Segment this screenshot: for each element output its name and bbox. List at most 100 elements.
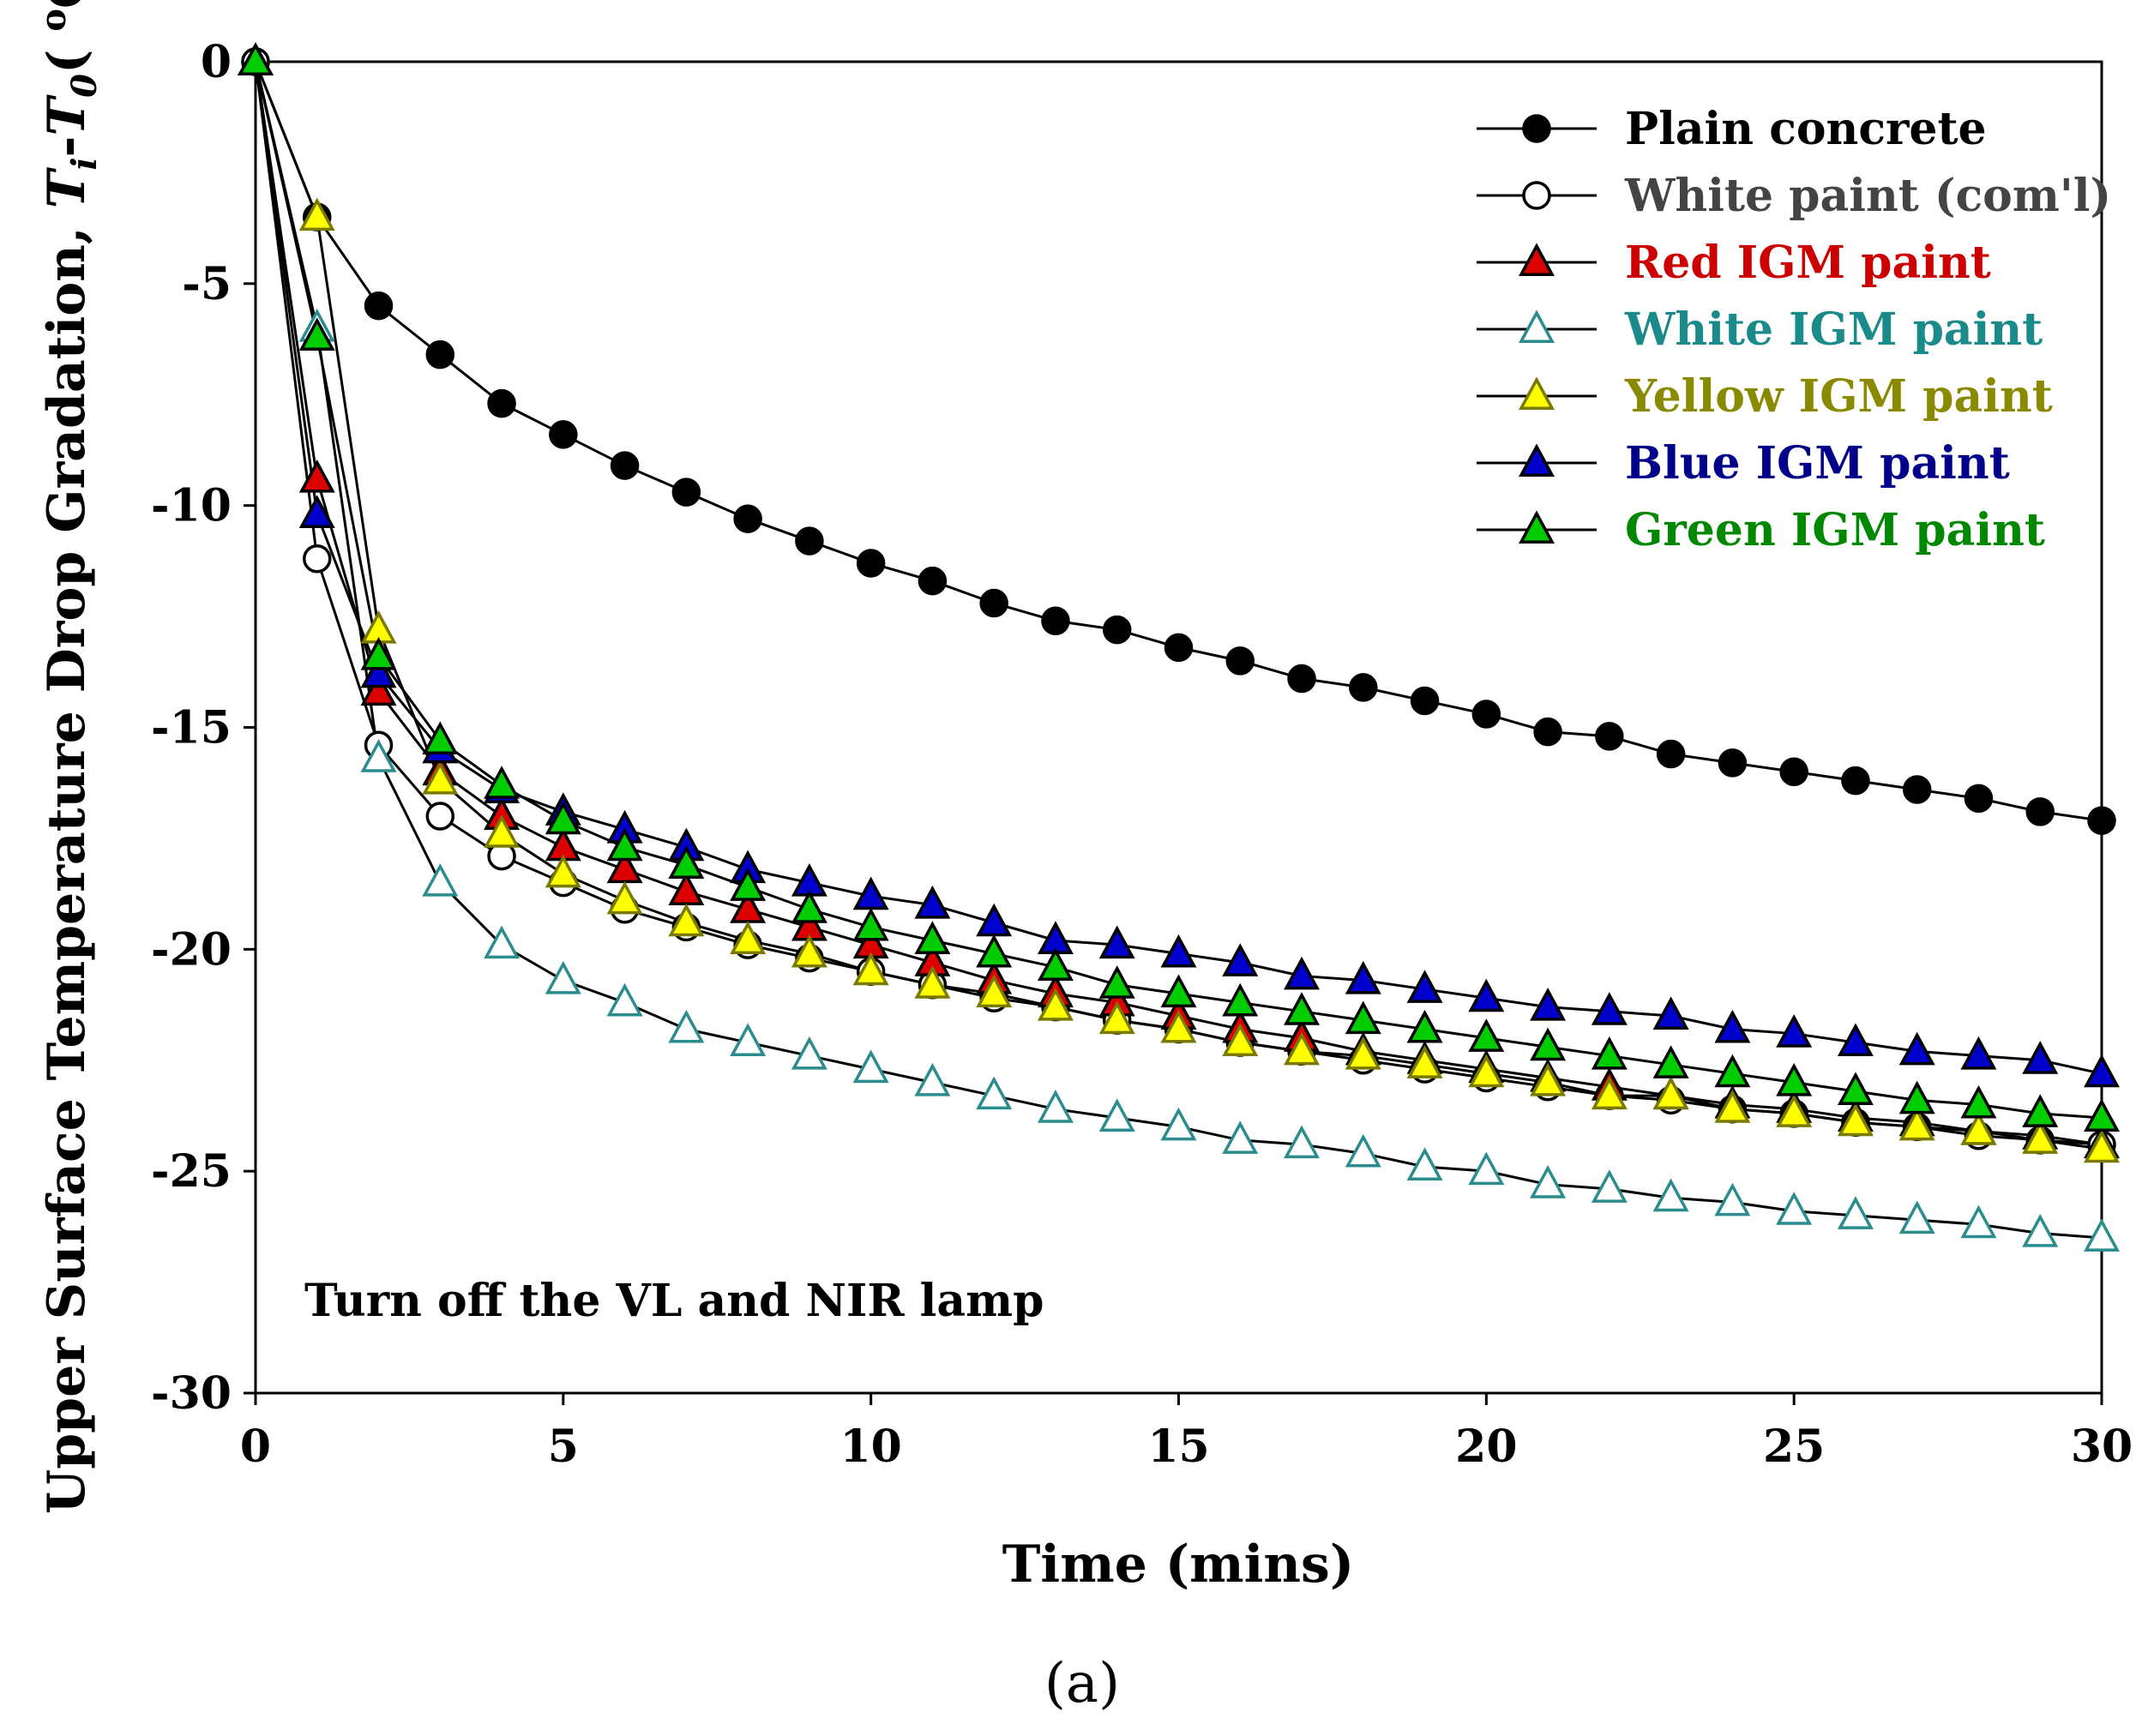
data-point <box>1098 1098 1135 1132</box>
data-point <box>1898 1107 1935 1141</box>
data-point <box>1779 757 1808 787</box>
data-point <box>1345 960 1381 994</box>
data-point <box>360 672 397 706</box>
data-point <box>364 291 394 321</box>
data-point <box>730 921 767 954</box>
data-point <box>1164 633 1194 663</box>
data-point <box>856 549 886 578</box>
data-point <box>1591 1076 1628 1110</box>
data-point <box>610 451 640 480</box>
series-points-green-igm-paint <box>238 42 2120 1132</box>
y-axis-label-degree: o <box>33 9 74 32</box>
legend-label: Plain concrete <box>1625 103 1987 155</box>
data-point <box>1960 1036 1997 1070</box>
data-point <box>1345 1133 1381 1168</box>
data-point <box>1776 1062 1813 1096</box>
data-point <box>1410 686 1440 716</box>
data-point <box>1406 1147 1443 1180</box>
data-point <box>1837 1196 1874 1229</box>
data-point <box>1714 1009 1751 1043</box>
legend-marker <box>1519 376 1555 410</box>
data-point <box>422 721 459 755</box>
data-point <box>1776 1014 1813 1048</box>
data-point <box>1406 1009 1443 1043</box>
legend-label: White paint (com'l) <box>1624 170 2111 222</box>
data-point <box>1406 1045 1443 1078</box>
data-point <box>671 478 701 507</box>
data-point <box>1530 987 1567 1021</box>
x-axis-label: Time (mins) <box>1002 1535 1354 1595</box>
figure-sublabel: (a) <box>1044 1652 1120 1715</box>
data-point <box>1345 1000 1381 1035</box>
data-point <box>1841 766 1870 796</box>
x-tick-label: 0 <box>240 1421 271 1473</box>
data-point <box>1284 992 1321 1025</box>
data-point <box>852 907 889 941</box>
data-point <box>795 526 824 556</box>
data-point <box>1530 1165 1567 1198</box>
data-point <box>1591 1036 1628 1070</box>
data-point <box>1468 1151 1505 1186</box>
data-point <box>1714 1054 1751 1088</box>
data-point <box>1222 982 1259 1017</box>
data-point <box>303 544 332 574</box>
y-tick-label: 0 <box>201 36 232 88</box>
data-point <box>606 880 643 915</box>
data-point <box>1656 739 1686 769</box>
x-axis-ticks: 0 5 10 15 20 25 30 <box>240 1393 2133 1473</box>
data-point <box>791 1036 827 1070</box>
data-point <box>914 885 951 919</box>
data-point <box>730 1023 767 1057</box>
data-point <box>1225 646 1255 676</box>
data-point <box>791 934 827 968</box>
data-point <box>1964 784 1994 814</box>
y-tick-label: -5 <box>182 258 232 310</box>
data-point <box>1776 1094 1813 1127</box>
data-point <box>852 952 889 986</box>
legend-marker <box>1519 309 1555 343</box>
data-point <box>1902 775 1932 804</box>
data-point <box>1530 1062 1567 1096</box>
data-point <box>1222 1120 1259 1154</box>
data-point <box>976 1076 1013 1110</box>
legend-label: Red IGM paint <box>1625 237 1991 289</box>
data-point <box>298 459 335 493</box>
y-axis-label-t1: T <box>37 166 97 208</box>
legend-label: White IGM paint <box>1624 303 2043 356</box>
y-axis-label-main: Upper Surface Temperature Drop Gradation… <box>37 208 97 1514</box>
series-points-yellow-igm-paint <box>238 42 2120 1163</box>
data-point <box>606 827 643 862</box>
data-point <box>914 1062 951 1096</box>
data-point <box>1533 717 1562 747</box>
data-point <box>668 903 705 937</box>
data-point <box>2025 797 2055 826</box>
data-point <box>1098 925 1135 959</box>
series-markers <box>238 42 2120 1252</box>
y-tick-label: -30 <box>151 1367 232 1420</box>
data-point <box>1160 1009 1197 1043</box>
data-point <box>1345 1036 1381 1070</box>
x-tick-label: 25 <box>1763 1421 1825 1473</box>
data-point <box>484 766 520 799</box>
data-point <box>425 802 455 831</box>
y-tick-label: -20 <box>151 923 232 976</box>
x-tick-label: 20 <box>1455 1421 1517 1473</box>
data-point <box>484 925 520 959</box>
data-point <box>422 760 459 795</box>
data-point <box>2022 1094 2059 1127</box>
y-axis-label-sub-zero: 0 <box>64 74 105 98</box>
data-point <box>2084 1054 2120 1088</box>
data-point <box>298 495 335 529</box>
data-point <box>549 420 578 449</box>
data-point <box>1898 1200 1935 1234</box>
data-point <box>1652 1178 1689 1212</box>
data-point <box>852 1049 889 1084</box>
y-tick-label: -15 <box>151 702 232 754</box>
data-point <box>1468 1018 1505 1052</box>
data-point <box>976 974 1013 1008</box>
data-point <box>668 872 705 906</box>
x-tick-label: 30 <box>2071 1421 2133 1473</box>
data-point <box>1776 1192 1813 1225</box>
data-point <box>914 921 951 954</box>
